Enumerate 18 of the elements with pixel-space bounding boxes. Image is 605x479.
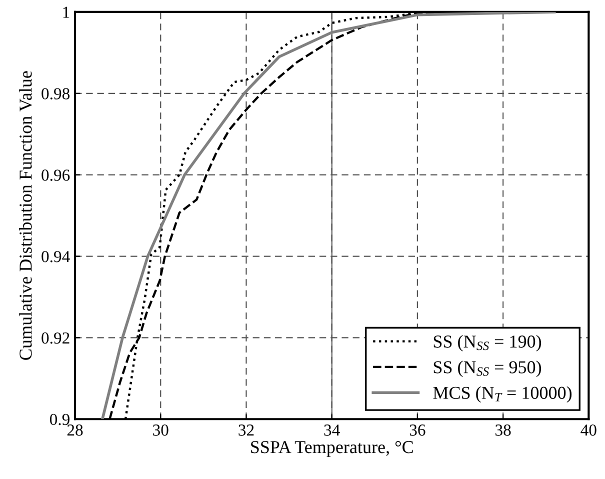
y-tick-label: 0.94: [42, 250, 70, 262]
y-tick-label: 0.98: [42, 88, 70, 100]
x-tick-label: 34: [324, 424, 340, 436]
x-axis-title: SSPA Temperature, °C: [251, 441, 413, 457]
x-tick-label: 40: [580, 424, 596, 436]
x-tick-label: 38: [496, 424, 511, 436]
x-tick-label: 28: [67, 424, 83, 436]
y-tick-label: 0.9: [50, 414, 70, 426]
x-tick-label: 36: [410, 424, 426, 436]
legend-label: SS (N$_{SS}$ = 950): [434, 360, 542, 377]
x-tick-label: 30: [153, 424, 168, 436]
legend-label: MCS (N$_{T}$ = 10000): [433, 386, 572, 403]
y-axis-title: Cumulative Distribution Function Value: [19, 71, 32, 360]
y-tick-label: 0.92: [42, 332, 70, 344]
y-tick-label: 0.96: [42, 170, 70, 181]
legend-label: SS (N$_{SS}$ = 190): [434, 334, 542, 352]
y-tick-label: 1: [63, 6, 70, 18]
x-tick-label: 32: [238, 424, 254, 436]
